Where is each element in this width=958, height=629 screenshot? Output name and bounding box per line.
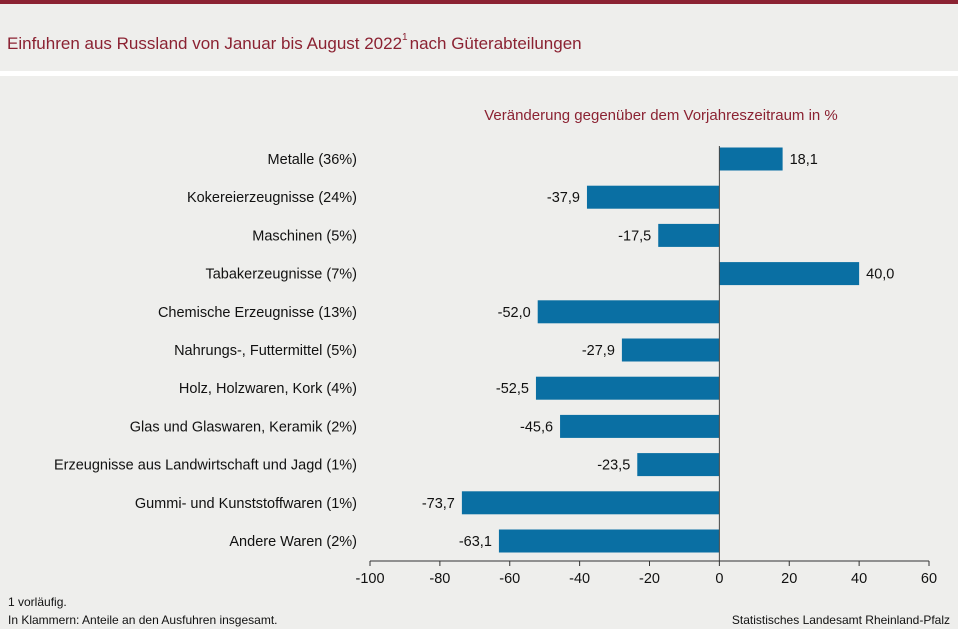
source-credit: Statistisches Landesamt Rheinland-Pfalz [731,613,950,627]
bar [719,147,783,171]
x-axis: -100 -80 -60 -40 -20 0 20 40 60 [355,560,937,587]
bar [560,414,720,438]
chart-title-footnote-mark: 1 [402,32,408,43]
bar-value-label: -37,9 [547,190,580,206]
bar-value-label: 40,0 [866,267,894,283]
top-accent-bar [0,0,958,4]
bar-value-label: -27,9 [582,343,615,359]
footnote-preliminary: 1 vorläufig. [8,595,67,609]
bar [658,223,720,247]
category-label: Metalle (36%) [268,152,357,168]
bar [498,529,720,553]
bar-value-label: -73,7 [422,496,455,512]
x-tick-label: -100 [355,571,384,587]
bar [461,491,720,515]
bar [535,376,720,400]
bar-value-label: -23,5 [597,458,630,474]
category-label: Glas und Glaswaren, Keramik (2%) [130,419,357,435]
category-label: Erzeugnisse aus Landwirtschaft und Jagd … [54,458,357,474]
axis-title: Veränderung gegenüber dem Vorjahreszeitr… [484,107,838,124]
bar [537,300,720,324]
category-label: Holz, Holzwaren, Kork (4%) [179,381,357,397]
chart-title-suffix: nach Güterabteilungen [409,34,582,53]
x-tick-label: -80 [429,571,450,587]
x-tick-label: 60 [921,571,937,587]
category-label: Chemische Erzeugnisse (13%) [158,305,357,321]
chart-title-main: Einfuhren aus Russland von Januar bis Au… [7,34,403,53]
chart-title: Einfuhren aus Russland von Januar bis Au… [7,32,582,54]
title-area: Einfuhren aus Russland von Januar bis Au… [0,4,958,71]
category-label: Andere Waren (2%) [229,534,357,550]
category-label: Maschinen (5%) [252,228,357,244]
x-tick-label: 40 [851,571,867,587]
category-label: Tabakerzeugnisse (7%) [205,267,357,283]
footnote-brackets: In Klammern: Anteile an den Ausfuhren in… [8,613,278,627]
bar [719,262,860,286]
bar-value-label: -63,1 [459,534,492,550]
category-label: Gummi- und Kunststoffwaren (1%) [135,496,357,512]
bar-value-label: 18,1 [790,152,818,168]
x-tick-label: -60 [499,571,520,587]
x-tick-label: 20 [781,571,797,587]
category-label: Kokereierzeugnisse (24%) [187,190,357,206]
x-tick-label: 0 [715,571,723,587]
bar-value-label: -52,5 [496,381,529,397]
category-label: Nahrungs-, Futtermittel (5%) [174,343,357,359]
x-tick-label: -40 [569,571,590,587]
bar-value-label: -17,5 [618,228,651,244]
bar-value-label: -52,0 [498,305,531,321]
bar [586,185,720,209]
bar [621,338,720,362]
title-separator [0,71,958,76]
bar-value-label: -45,6 [520,419,553,435]
bars-layer: Metalle (36%) 18,1 Kokereierzeugnisse (24%… [54,146,894,561]
x-tick-label: -20 [639,571,660,587]
bar [637,453,720,477]
